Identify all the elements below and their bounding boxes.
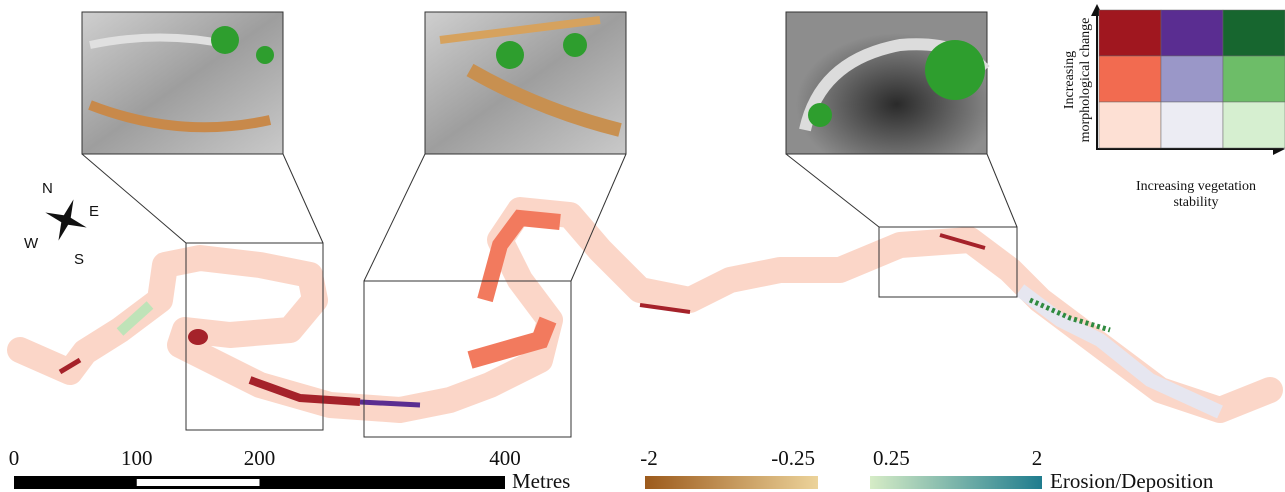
colorbar-tick-label: 0.25 xyxy=(873,446,910,470)
map-figure: N E S W Increasingmorphological change I… xyxy=(0,0,1285,492)
callouts xyxy=(82,154,1017,437)
river-map xyxy=(20,210,1270,412)
scale-tick-label: 400 xyxy=(489,446,521,470)
compass-north: N xyxy=(42,180,53,197)
inset-1 xyxy=(82,12,283,154)
colorbar-tick-label: 2 xyxy=(1032,446,1043,470)
erosion-bar xyxy=(645,476,818,489)
bivariate-legend: Increasingmorphological change Increasin… xyxy=(1062,4,1285,210)
river-stable xyxy=(1020,290,1220,412)
legend-cell xyxy=(1223,102,1285,148)
scale-unit: Metres xyxy=(512,469,570,492)
legend-cell xyxy=(1223,10,1285,56)
scale-segment xyxy=(137,479,260,486)
deposition-bar xyxy=(870,476,1042,489)
inset-3 xyxy=(786,12,987,154)
legend-cell xyxy=(1223,56,1285,102)
legend-cell xyxy=(1099,56,1161,102)
legend-cell xyxy=(1099,10,1161,56)
colorbar-tick-label: -2 xyxy=(640,446,658,470)
legend-cell xyxy=(1161,10,1223,56)
legend-y-label: Increasingmorphological change xyxy=(1062,18,1093,143)
legend-cell xyxy=(1161,56,1223,102)
compass-west: W xyxy=(24,235,39,252)
inset-2 xyxy=(425,12,626,154)
colorbar: Erosion/Deposition -2 -0.25 0.25 2 xyxy=(640,446,1214,492)
colorbar-title: Erosion/Deposition xyxy=(1050,469,1214,492)
insets xyxy=(82,12,987,154)
scale-tick-label: 100 xyxy=(121,446,153,470)
compass-east: E xyxy=(89,203,99,220)
legend-cell xyxy=(1099,102,1161,148)
river-high-change xyxy=(188,329,208,345)
compass: N E S W xyxy=(24,180,99,268)
colorbar-tick-label: -0.25 xyxy=(771,446,815,470)
compass-south: S xyxy=(74,251,84,268)
scale-tick-label: 200 xyxy=(244,446,276,470)
legend-cell xyxy=(1161,102,1223,148)
scale-bar: Metres 0 100 200 400 xyxy=(9,446,571,492)
scale-tick-label: 0 xyxy=(9,446,20,470)
river-high-change xyxy=(360,402,420,405)
river-channel xyxy=(20,210,1270,410)
